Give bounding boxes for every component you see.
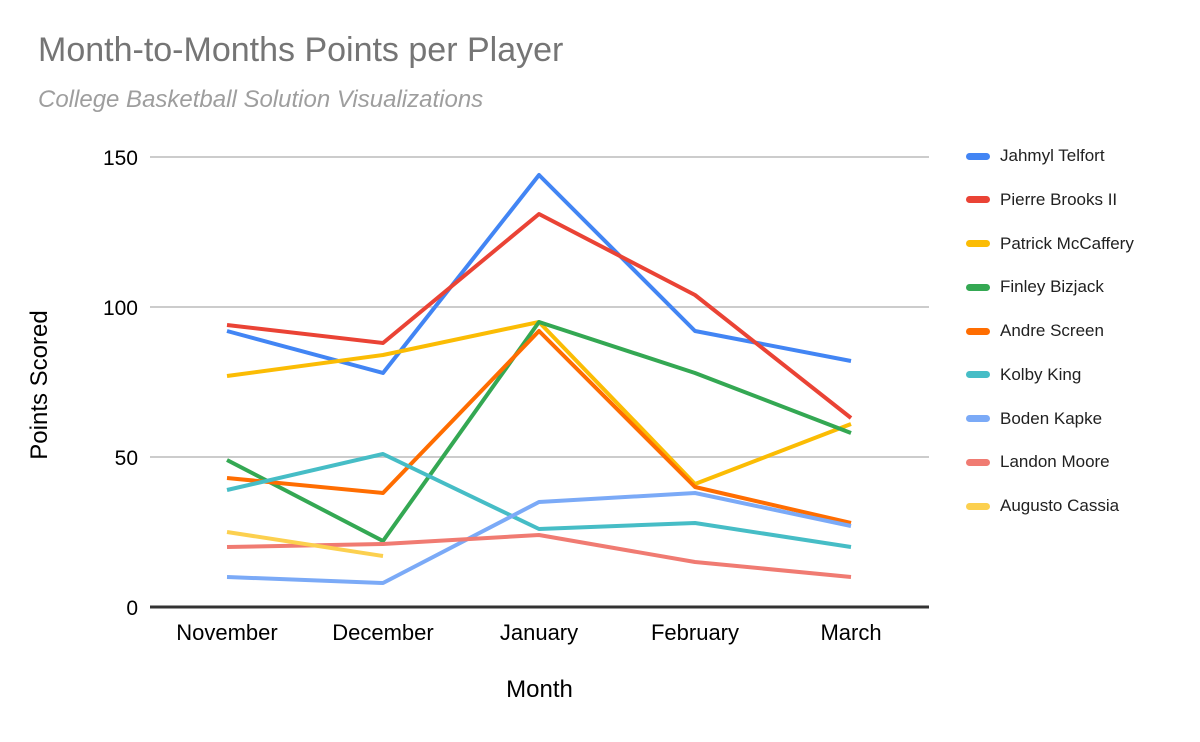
x-axis-title: Month [506,676,573,703]
series-line-jahmyl-telfort[interactable] [226,173,852,375]
chart-subtitle: College Basketball Solution Visualizatio… [38,86,484,113]
legend-item-label: Kolby King [1000,364,1082,384]
x-category-label: February [651,620,739,645]
legend-item-patrick-mccaffery[interactable]: Patrick McCaffery [966,232,1134,256]
x-category-label: December [332,620,433,645]
series-line-finley-bizjack[interactable] [226,320,852,543]
legend-swatch-icon [966,283,990,291]
legend-item-label: Boden Kapke [1000,408,1103,428]
legend-item-label: Landon Moore [1000,452,1110,472]
legend-item-pierre-brooks-ii[interactable]: Pierre Brooks II [966,188,1117,212]
legend-item-kolby-king[interactable]: Kolby King [966,363,1081,387]
legend-swatch-icon [966,240,990,247]
series-line-pierre-brooks-ii[interactable] [226,212,853,420]
legend-item-label: Pierre Brooks II [1000,189,1118,209]
series-line-andre-screen[interactable] [226,329,852,525]
x-category-label: November [176,620,277,645]
y-tick-label: 0 [126,597,138,620]
legend-item-jahmyl-telfort[interactable]: Jahmyl Telfort [966,144,1105,168]
legend-item-label: Augusto Cassia [1000,496,1120,515]
legend-item-label: Finley Bizjack [1000,277,1104,297]
legend-item-boden-kapke[interactable]: Boden Kapke [966,407,1102,431]
legend-item-label: Patrick McCaffery [1000,233,1134,253]
legend-item-label: Andre Screen [1000,321,1104,340]
series-line-kolby-king[interactable] [226,452,852,549]
legend-swatch-icon [966,415,990,422]
legend-item-label: Jahmyl Telfort [1000,146,1105,165]
legend-swatch-icon [966,371,990,379]
y-tick-label: 150 [103,147,138,170]
x-category-label: January [500,620,578,645]
series-line-landon-moore[interactable] [226,533,852,579]
y-tick-label: 100 [103,297,138,320]
legend-swatch-icon [966,152,990,160]
legend-swatch-icon [966,502,990,510]
series-line-augusto-cassia[interactable] [226,530,384,558]
legend-swatch-icon [966,196,990,204]
legend-item-augusto-cassia[interactable]: Augusto Cassia [966,494,1119,518]
series-line-boden-kapke[interactable] [226,491,852,585]
legend-item-landon-moore[interactable]: Landon Moore [966,450,1110,474]
x-category-label: March [820,620,881,645]
legend-item-finley-bizjack[interactable]: Finley Bizjack [966,275,1104,299]
chart-title: Month-to-Months Points per Player [38,31,564,69]
legend-swatch-icon [966,458,990,466]
y-tick-label: 50 [115,447,138,470]
legend-swatch-icon [966,327,990,335]
legend-item-andre-screen[interactable]: Andre Screen [966,319,1104,343]
